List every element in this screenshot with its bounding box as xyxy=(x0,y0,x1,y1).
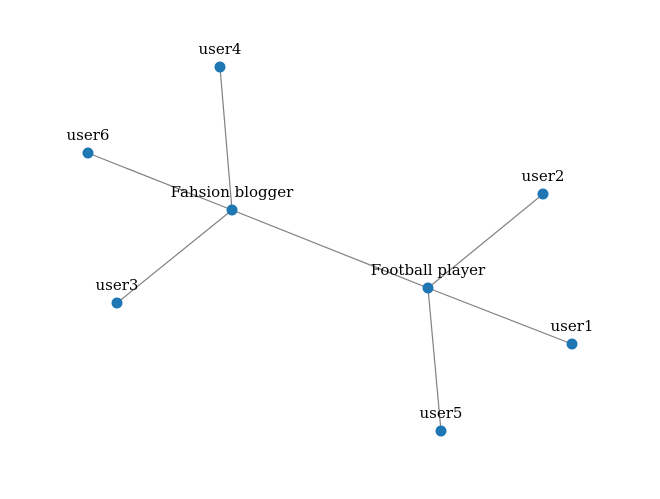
edge-fashion-user4 xyxy=(219,66,233,211)
node-user5: user5 xyxy=(420,404,463,437)
edge-football-user2 xyxy=(427,193,544,289)
node-user4: user4 xyxy=(199,40,242,73)
node-label: user6 xyxy=(67,126,110,144)
node-user2: user2 xyxy=(522,167,565,200)
node-user6: user6 xyxy=(67,126,110,159)
edges-layer xyxy=(87,66,573,432)
node-label: user1 xyxy=(551,317,594,335)
edge-football-user5 xyxy=(427,287,442,432)
node-football-player: Football player xyxy=(371,261,486,294)
node-label: user5 xyxy=(420,404,463,422)
node-fashion-blogger: Fahsion blogger xyxy=(171,183,294,216)
node-user1: user1 xyxy=(551,317,594,350)
node-dot xyxy=(82,147,94,159)
node-dot xyxy=(566,338,578,350)
edge-football-user1 xyxy=(427,287,573,345)
node-label: Football player xyxy=(371,261,486,279)
node-label: Fahsion blogger xyxy=(171,183,294,201)
node-label: user3 xyxy=(96,276,139,294)
node-user3: user3 xyxy=(96,276,139,309)
edge-fashion-user6 xyxy=(87,152,233,211)
edge-fashion-user3 xyxy=(116,209,233,304)
node-dot xyxy=(537,188,549,200)
node-dot xyxy=(214,61,226,73)
node-dot xyxy=(226,204,238,216)
node-dot xyxy=(111,297,123,309)
node-dot xyxy=(422,282,434,294)
node-dot xyxy=(435,425,447,437)
edge-fashion-football xyxy=(231,209,429,289)
node-label: user2 xyxy=(522,167,565,185)
node-label: user4 xyxy=(199,40,242,58)
nodes-layer: Fahsion blogger Football player user1 us… xyxy=(67,40,594,437)
